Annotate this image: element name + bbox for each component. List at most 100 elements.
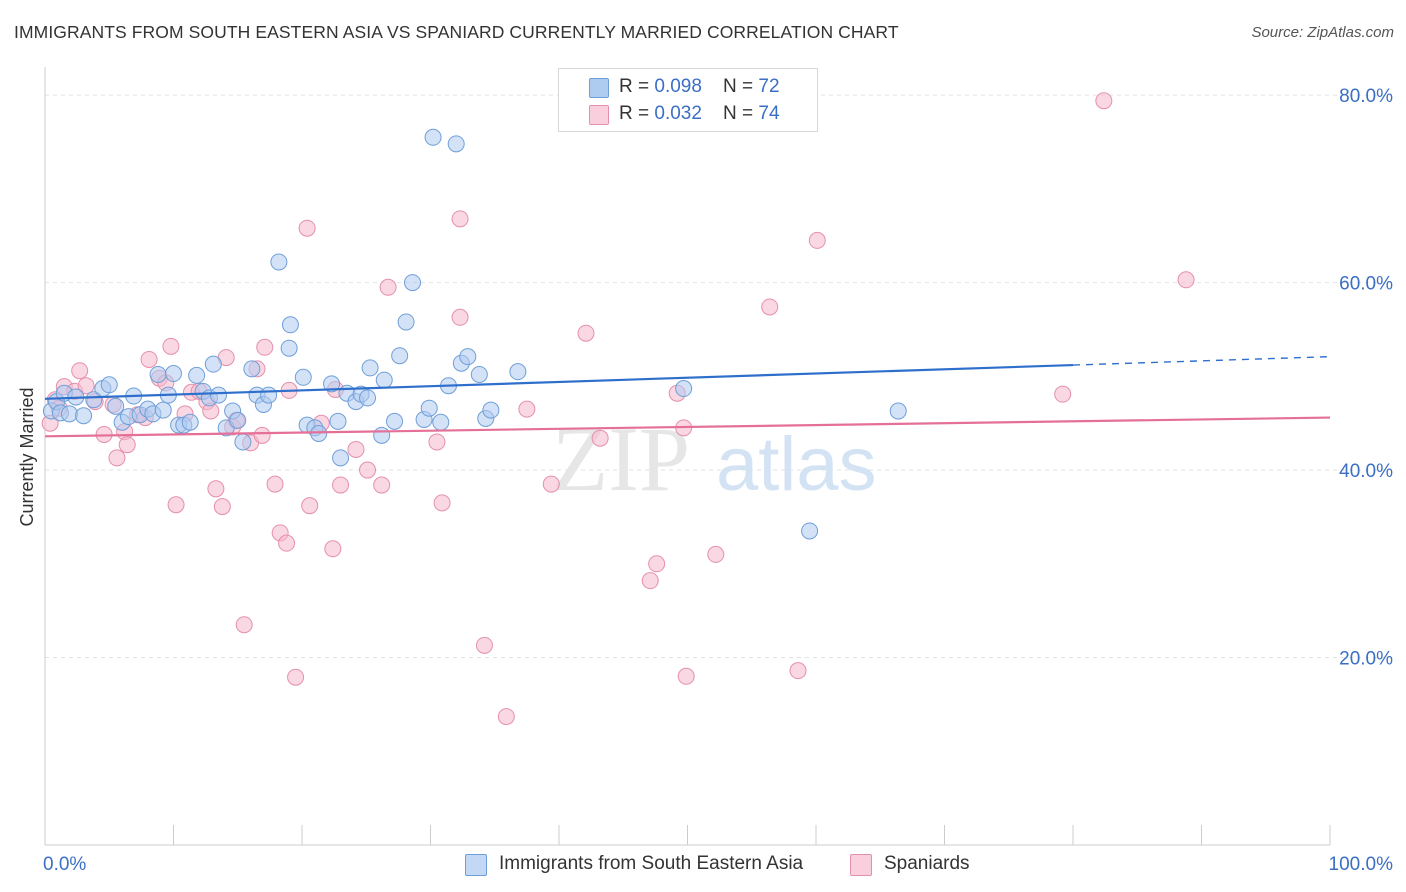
data-point-immigrants bbox=[801, 522, 819, 540]
data-point-immigrants bbox=[234, 433, 252, 451]
data-point-immigrants bbox=[294, 368, 312, 386]
data-point-spaniards bbox=[379, 278, 397, 296]
data-point-immigrants bbox=[889, 402, 907, 420]
data-point-immigrants bbox=[386, 412, 404, 430]
data-point-immigrants bbox=[154, 401, 172, 419]
x-tick-label-min: 0.0% bbox=[43, 854, 86, 875]
legend-r-value: 0.098 bbox=[654, 76, 702, 97]
data-point-immigrants bbox=[329, 412, 347, 430]
y-axis-label: Currently Married bbox=[17, 387, 37, 526]
legend-n-value: 72 bbox=[758, 76, 780, 97]
data-point-immigrants bbox=[359, 389, 377, 407]
data-point-spaniards bbox=[235, 616, 253, 634]
trend-line-immigrants-extension bbox=[1072, 355, 1331, 366]
data-point-spaniards bbox=[71, 362, 89, 380]
data-point-immigrants bbox=[107, 397, 125, 415]
legend-n-label: N = bbox=[723, 103, 759, 124]
data-point-spaniards bbox=[761, 298, 779, 316]
data-point-spaniards bbox=[373, 476, 391, 494]
data-point-immigrants bbox=[149, 365, 167, 383]
legend-r-value: 0.032 bbox=[654, 103, 702, 124]
legend-label-spaniards: Spaniards bbox=[884, 853, 970, 874]
data-point-spaniards bbox=[287, 668, 305, 686]
data-point-spaniards bbox=[707, 545, 725, 563]
chart-source: Source: ZipAtlas.com bbox=[1251, 24, 1394, 41]
data-point-immigrants bbox=[85, 391, 103, 409]
data-point-spaniards bbox=[577, 324, 595, 342]
data-point-immigrants bbox=[361, 359, 379, 377]
data-point-spaniards bbox=[278, 534, 296, 552]
data-point-immigrants bbox=[332, 449, 350, 467]
data-point-immigrants bbox=[181, 413, 199, 431]
data-point-immigrants bbox=[373, 426, 391, 444]
data-point-immigrants bbox=[60, 405, 78, 423]
legend-swatch-pink bbox=[589, 105, 609, 125]
data-point-immigrants bbox=[447, 135, 465, 153]
data-point-immigrants bbox=[397, 313, 415, 331]
data-point-immigrants bbox=[375, 371, 393, 389]
data-point-immigrants bbox=[391, 347, 409, 365]
data-point-spaniards bbox=[542, 475, 560, 493]
data-point-spaniards bbox=[591, 429, 609, 447]
legend-r-label: R = bbox=[619, 103, 655, 124]
data-point-immigrants bbox=[470, 365, 488, 383]
data-point-spaniards bbox=[451, 210, 469, 228]
data-point-immigrants bbox=[229, 411, 247, 429]
legend-r-label: R = bbox=[619, 76, 655, 97]
data-point-spaniards bbox=[808, 231, 826, 249]
data-point-spaniards bbox=[77, 377, 95, 395]
data-point-immigrants bbox=[482, 401, 500, 419]
data-point-spaniards bbox=[451, 308, 469, 326]
data-point-spaniards bbox=[1095, 92, 1113, 110]
y-tick-label: 80.0% bbox=[1339, 86, 1393, 107]
legend-swatch-blue bbox=[465, 854, 487, 876]
data-point-immigrants bbox=[404, 274, 422, 292]
data-point-spaniards bbox=[298, 219, 316, 237]
y-tick-label: 60.0% bbox=[1339, 274, 1393, 295]
data-point-spaniards bbox=[162, 337, 180, 355]
data-point-immigrants bbox=[323, 375, 341, 393]
data-point-immigrants bbox=[675, 380, 693, 398]
data-point-spaniards bbox=[324, 540, 342, 558]
data-point-immigrants bbox=[204, 355, 222, 373]
data-point-immigrants bbox=[432, 413, 450, 431]
tick-labels: 20.0% 40.0% 60.0% 80.0% 0.0% 100.0% bbox=[43, 86, 1393, 875]
chart-title: IMMIGRANTS FROM SOUTH EASTERN ASIA VS SP… bbox=[14, 22, 899, 42]
data-point-spaniards bbox=[118, 436, 136, 454]
data-point-immigrants bbox=[270, 253, 288, 271]
data-point-spaniards bbox=[213, 498, 231, 516]
series-immigrants-sea bbox=[42, 128, 907, 540]
y-tick-label: 20.0% bbox=[1339, 649, 1393, 670]
data-point-immigrants bbox=[260, 386, 278, 404]
legend-label-immigrants: Immigrants from South Eastern Asia bbox=[499, 853, 804, 874]
watermark: ZIP atlas bbox=[552, 408, 877, 510]
trend-line-immigrants bbox=[44, 363, 1074, 400]
watermark-zip: ZIP bbox=[552, 408, 690, 510]
data-point-immigrants bbox=[509, 363, 527, 381]
data-point-immigrants bbox=[188, 366, 206, 384]
data-point-immigrants bbox=[281, 316, 299, 334]
legend-swatch-blue bbox=[589, 78, 609, 98]
legend-n-label: N = bbox=[723, 76, 759, 97]
data-point-spaniards bbox=[433, 494, 451, 512]
y-tick-label: 40.0% bbox=[1339, 461, 1393, 482]
data-point-spaniards bbox=[1054, 385, 1072, 403]
data-point-immigrants bbox=[243, 360, 261, 378]
data-point-spaniards bbox=[497, 708, 515, 726]
trend-lines bbox=[44, 355, 1331, 438]
data-point-spaniards bbox=[253, 426, 271, 444]
data-point-spaniards bbox=[641, 572, 659, 590]
data-point-spaniards bbox=[140, 350, 158, 368]
data-point-spaniards bbox=[301, 497, 319, 515]
data-point-spaniards bbox=[677, 667, 695, 685]
data-point-spaniards bbox=[428, 433, 446, 451]
grid-lines bbox=[45, 94, 1392, 659]
data-point-spaniards bbox=[1177, 271, 1195, 289]
legend-swatch-pink bbox=[850, 854, 872, 876]
data-point-immigrants bbox=[459, 348, 477, 366]
x-tick-label-max: 100.0% bbox=[1329, 854, 1394, 875]
data-point-spaniards bbox=[108, 449, 126, 467]
data-point-immigrants bbox=[75, 407, 93, 425]
data-point-spaniards bbox=[266, 475, 284, 493]
